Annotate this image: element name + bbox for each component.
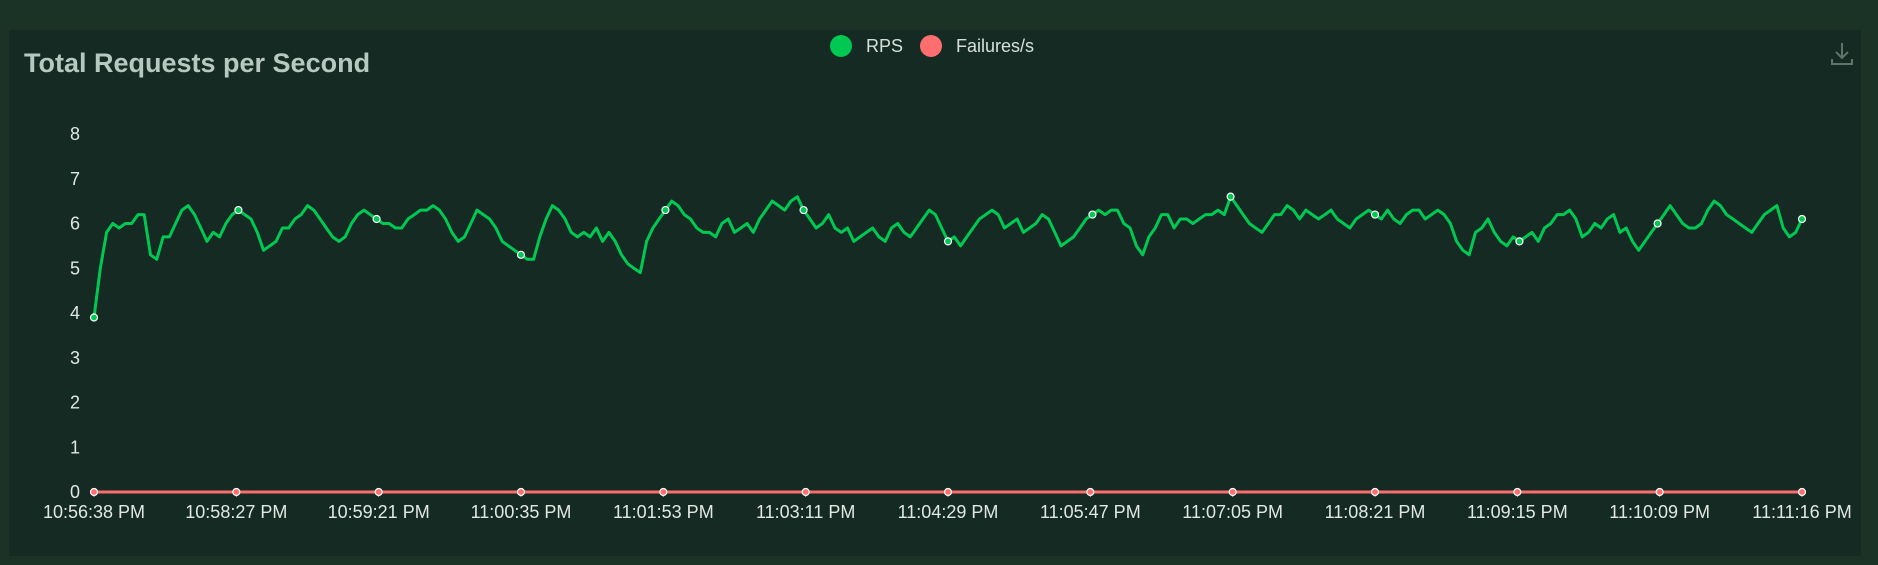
chart-panel (9, 30, 1861, 556)
data-point-failures (1370, 487, 1380, 497)
legend-item-failures[interactable]: Failures/s (920, 35, 1034, 57)
chart-title: Total Requests per Second (24, 48, 371, 78)
data-point-rps (1226, 192, 1235, 201)
series-line-rps (92, 195, 1804, 318)
y-tick-label: 5 (70, 258, 80, 278)
data-point-failures (232, 487, 241, 497)
data-point-failures (1086, 487, 1095, 497)
y-tick-label: 6 (70, 214, 80, 234)
data-point-failures (801, 487, 810, 497)
data-point-failures (89, 487, 99, 497)
x-tick-label: 11:05:47 PM (1040, 502, 1141, 522)
data-point-rps (943, 237, 953, 246)
x-tick-label: 11:04:29 PM (898, 502, 999, 522)
data-point-rps (1370, 210, 1380, 219)
y-tick-label: 2 (70, 393, 80, 413)
y-tick-label: 1 (70, 437, 80, 457)
chart-legend: RPS Failures/s (830, 35, 1051, 57)
legend-label-failures: Failures/s (956, 35, 1035, 56)
data-point-failures (1513, 487, 1522, 497)
data-point-failures (659, 487, 668, 497)
data-point-failures (374, 487, 383, 497)
x-tick-label: 11:01:53 PM (613, 502, 714, 522)
x-tick-label: 11:11:16 PM (1752, 502, 1851, 522)
x-tick-label: 11:09:15 PM (1467, 502, 1568, 522)
y-tick-label: 7 (70, 169, 80, 189)
y-tick-label: 0 (70, 482, 80, 502)
x-tick-label: 10:56:38 PM (43, 502, 145, 522)
data-point-rps (516, 250, 526, 259)
data-point-rps (234, 205, 243, 215)
data-point-failures (1797, 487, 1807, 497)
legend-dot-rps (830, 35, 852, 57)
y-tick-label: 4 (70, 303, 80, 323)
x-tick-label: 10:59:21 PM (328, 502, 430, 522)
x-tick-label: 11:10:09 PM (1609, 502, 1710, 522)
download-icon[interactable] (1828, 40, 1856, 68)
x-tick-label: 11:00:35 PM (471, 502, 572, 522)
data-point-rps (1653, 219, 1662, 228)
data-point-rps (661, 205, 670, 215)
data-point-rps (89, 313, 99, 322)
legend-item-rps[interactable]: RPS (830, 35, 903, 57)
y-tick-label: 8 (70, 124, 80, 144)
x-tick-label: 10:58:27 PM (185, 502, 287, 522)
data-point-failures (943, 487, 953, 497)
x-tick-label: 11:08:21 PM (1325, 502, 1426, 522)
legend-label-rps: RPS (866, 35, 904, 56)
data-point-rps (1797, 214, 1807, 224)
data-point-rps (1088, 210, 1097, 219)
data-point-failures (1228, 487, 1237, 497)
data-point-rps (1515, 237, 1524, 246)
data-point-failures (1655, 487, 1664, 497)
data-point-failures (516, 487, 526, 497)
x-tick-label: 11:03:11 PM (756, 502, 855, 522)
legend-dot-failures (920, 35, 943, 57)
y-tick-label: 3 (70, 348, 80, 368)
data-point-rps (372, 214, 381, 224)
x-tick-label: 11:07:05 PM (1182, 502, 1283, 522)
data-point-rps (799, 205, 808, 215)
